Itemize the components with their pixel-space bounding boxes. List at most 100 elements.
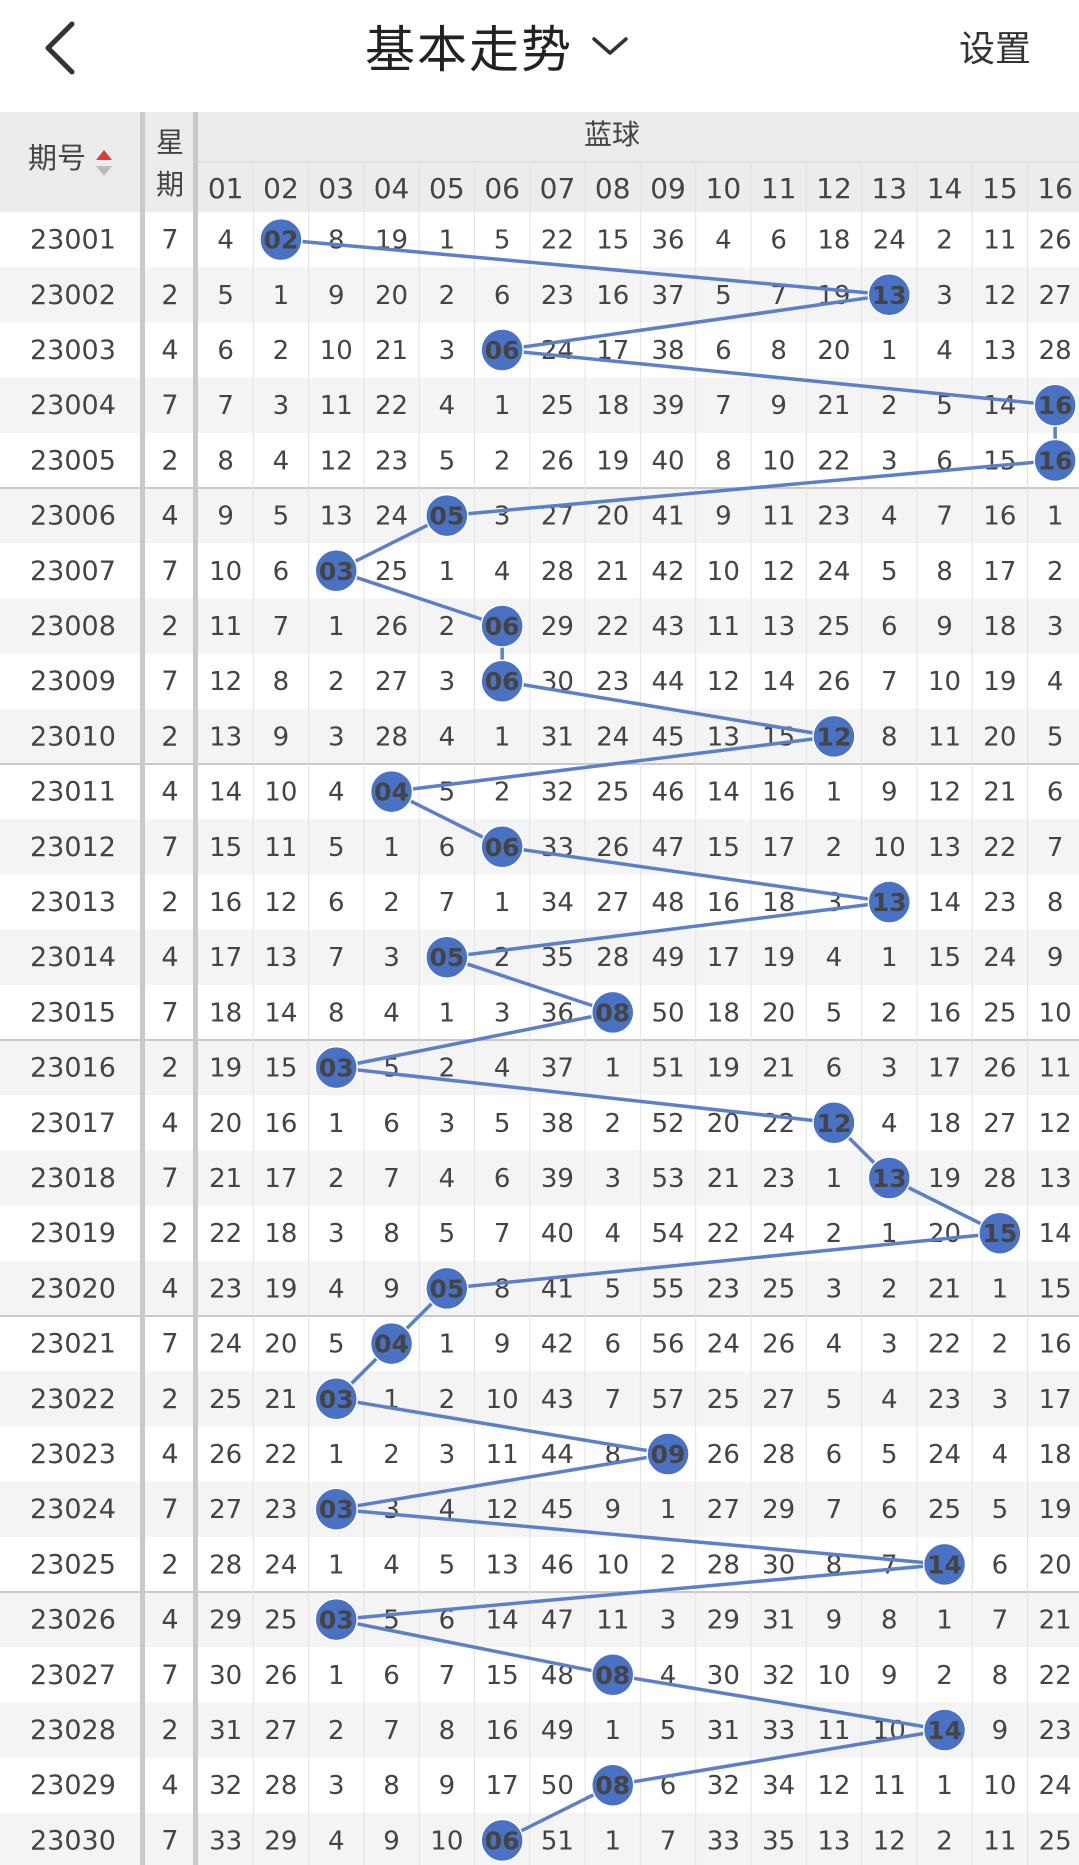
omission-value: 6 (383, 1661, 400, 1691)
omission-value: 4 (494, 557, 511, 587)
omission-value: 19 (596, 446, 629, 476)
omission-value: 24 (873, 226, 906, 256)
ball-column-header: 10 (706, 172, 742, 205)
omission-value: 5 (273, 502, 290, 532)
row-stripe (0, 1040, 1079, 1096)
omission-value: 44 (652, 667, 685, 697)
omission-value: 10 (430, 1826, 463, 1856)
omission-value: 8 (439, 1716, 456, 1746)
blue-ball-number: 16 (1038, 446, 1073, 475)
blue-ball-number: 05 (429, 943, 464, 972)
row-stripe (0, 598, 1079, 654)
blue-ball: 06 (480, 1818, 524, 1863)
omission-value: 1 (494, 888, 511, 918)
omission-value: 4 (439, 1164, 456, 1194)
period-number: 23018 (30, 1163, 116, 1194)
omission-value: 9 (383, 1274, 400, 1304)
omission-value: 16 (762, 778, 795, 808)
omission-value: 6 (604, 1330, 621, 1360)
omission-value: 21 (707, 1164, 740, 1194)
omission-value: 6 (494, 281, 511, 311)
omission-value: 14 (209, 778, 242, 808)
blue-ball-number: 12 (817, 1109, 852, 1138)
omission-value: 3 (881, 1054, 898, 1084)
omission-value: 30 (209, 1661, 242, 1691)
omission-value: 10 (209, 557, 242, 587)
omission-value: 2 (881, 998, 898, 1028)
blue-ball-number: 13 (872, 888, 907, 917)
omission-value: 2 (383, 888, 400, 918)
omission-value: 12 (209, 667, 242, 697)
omission-value: 26 (707, 1440, 740, 1470)
weekday-value: 4 (161, 777, 178, 808)
omission-value: 9 (770, 391, 787, 421)
period-column-header[interactable]: 期号 (28, 141, 86, 175)
omission-value: 2 (936, 1826, 953, 1856)
omission-value: 12 (928, 778, 961, 808)
omission-value: 23 (762, 1164, 795, 1194)
omission-value: 13 (762, 612, 795, 642)
omission-value: 28 (375, 722, 408, 752)
omission-value: 29 (707, 1606, 740, 1636)
blue-ball: 16 (1033, 383, 1077, 427)
back-button[interactable] (40, 18, 84, 78)
period-number: 23010 (30, 721, 116, 752)
omission-value: 8 (494, 1274, 511, 1304)
omission-value: 33 (209, 1826, 242, 1856)
omission-value: 42 (541, 1330, 574, 1360)
omission-value: 23 (983, 888, 1016, 918)
omission-value: 24 (264, 1550, 297, 1580)
omission-value: 26 (541, 446, 574, 476)
omission-value: 3 (604, 1164, 621, 1194)
page-title: 基本走势 (365, 21, 573, 79)
omission-value: 20 (264, 1330, 297, 1360)
omission-value: 25 (983, 998, 1016, 1028)
omission-value: 15 (486, 1661, 519, 1691)
omission-value: 28 (762, 1440, 795, 1470)
blue-ball: 04 (369, 769, 414, 814)
blue-ball-number: 03 (319, 1054, 354, 1083)
omission-value: 2 (826, 1219, 843, 1249)
omission-value: 1 (992, 1274, 1009, 1304)
omission-value: 23 (928, 1385, 961, 1415)
omission-value: 7 (273, 612, 290, 642)
omission-value: 57 (652, 1385, 685, 1415)
omission-value: 28 (707, 1550, 740, 1580)
app-header: 基本走势 设置 (0, 0, 1079, 112)
omission-value: 9 (383, 1826, 400, 1856)
settings-button[interactable]: 设置 (958, 29, 1031, 70)
weekday-value: 4 (161, 1605, 178, 1636)
omission-value: 2 (604, 1109, 621, 1139)
omission-value: 3 (1047, 612, 1064, 642)
omission-value: 3 (660, 1606, 677, 1636)
omission-value: 13 (486, 1550, 519, 1580)
omission-value: 12 (1039, 1109, 1072, 1139)
weekday-value: 2 (161, 1384, 178, 1415)
omission-value: 28 (264, 1771, 297, 1801)
omission-value: 16 (983, 502, 1016, 532)
omission-value: 44 (541, 1440, 574, 1470)
omission-value: 14 (486, 1606, 519, 1636)
weekday-value: 4 (161, 1273, 178, 1304)
period-number: 23005 (30, 445, 116, 476)
omission-value: 7 (826, 1495, 843, 1525)
omission-value: 23 (817, 502, 850, 532)
omission-value: 13 (817, 1826, 850, 1856)
omission-value: 22 (928, 1330, 961, 1360)
omission-value: 3 (439, 667, 456, 697)
omission-value: 4 (383, 1550, 400, 1580)
omission-value: 26 (817, 667, 850, 697)
period-number: 23016 (30, 1053, 116, 1084)
blue-ball-number: 04 (374, 1330, 409, 1359)
omission-value: 29 (209, 1606, 242, 1636)
omission-value: 17 (928, 1054, 961, 1084)
omission-value: 1 (881, 336, 898, 366)
blue-ball: 16 (1033, 438, 1077, 483)
omission-value: 55 (652, 1274, 685, 1304)
chart-type-selector[interactable]: 基本走势 (365, 14, 629, 79)
omission-value: 1 (494, 391, 511, 421)
omission-value: 21 (1039, 1606, 1072, 1636)
sort-icon[interactable] (96, 150, 112, 176)
ball-column-header: 13 (871, 172, 907, 205)
omission-value: 8 (383, 1219, 400, 1249)
